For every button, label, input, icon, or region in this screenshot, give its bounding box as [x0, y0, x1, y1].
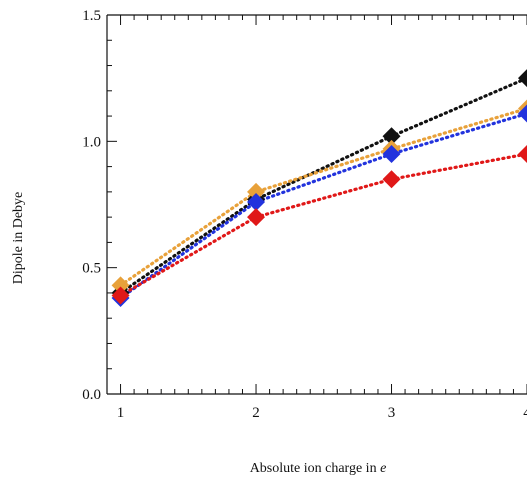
x-tick-label: 1: [117, 405, 125, 421]
y-tick-label: 0.0: [82, 387, 101, 403]
series-4-point: [518, 144, 527, 163]
x-tick-labels: 1 2 3 4: [117, 405, 527, 421]
x-axis-label-symbol: e: [380, 461, 386, 476]
x-axis-label-text: Absolute ion charge in: [250, 461, 377, 476]
series-1-point: [518, 69, 527, 88]
series-4-point: [111, 286, 130, 305]
series-lines: [118, 76, 527, 300]
series-4-point: [247, 208, 266, 227]
plot-frame: [106, 14, 527, 395]
y-tick-labels: 0.0 0.5 1.0 1.5: [82, 8, 101, 403]
series-2-point: [111, 276, 130, 295]
y-tick-label: 1.5: [82, 8, 101, 24]
series-3-point: [518, 104, 527, 123]
x-tick-label: 4: [523, 405, 527, 421]
x-axis-label: Absolute ion charge in e: [250, 461, 387, 476]
y-axis-label: Dipole in Debye: [11, 192, 26, 285]
series-2-point: [247, 182, 266, 201]
x-tick-label: 2: [252, 405, 260, 421]
y-tick-label: 1.0: [82, 134, 101, 150]
axis-ticks: [107, 14, 527, 395]
y-tick-label: 0.5: [82, 261, 101, 277]
x-tick-label: 3: [388, 405, 396, 421]
series-line-2: [118, 106, 527, 287]
series-markers: [111, 69, 527, 307]
series-4-point: [382, 170, 401, 189]
series-line-4: [118, 152, 527, 298]
series-line-3: [118, 111, 527, 300]
series-1-point: [382, 127, 401, 146]
series-3-point: [247, 192, 266, 211]
series-3-point: [382, 144, 401, 163]
series-line-1: [118, 76, 527, 295]
